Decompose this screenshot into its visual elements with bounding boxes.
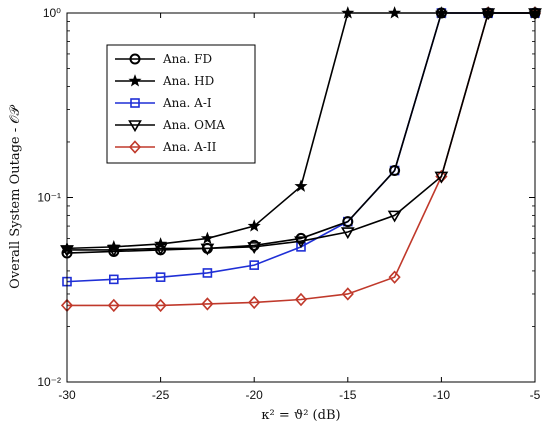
x-tick-label: -20 <box>246 388 264 402</box>
data-point <box>202 268 213 278</box>
x-tick-label: -15 <box>339 388 357 402</box>
data-point <box>294 179 308 192</box>
data-point <box>434 171 449 184</box>
y-tick-label: 10⁻¹ <box>37 191 61 205</box>
data-point <box>109 274 119 285</box>
data-point <box>294 292 308 307</box>
legend-marker <box>128 140 142 154</box>
data-point <box>248 239 260 251</box>
x-tick-label: -5 <box>530 388 541 402</box>
data-point <box>340 227 355 240</box>
data-point <box>247 242 262 254</box>
data-point <box>388 6 402 19</box>
x-tick-label: -25 <box>152 388 170 402</box>
data-point <box>200 231 214 244</box>
legend-label: Ana. A-II <box>162 140 217 154</box>
legend-label: Ana. OMA <box>162 118 225 132</box>
data-point <box>201 242 213 254</box>
data-point <box>248 295 261 310</box>
data-point <box>388 270 401 284</box>
x-tick-label: -10 <box>433 388 451 402</box>
data-point <box>107 240 121 253</box>
legend-entry: Ana. OMA <box>115 118 225 133</box>
legend-label: Ana. HD <box>162 74 214 88</box>
x-axis-title: κ² = ϑ² (dB) <box>261 408 340 423</box>
legend-label: Ana. FD <box>162 52 212 66</box>
y-tick-label: 10⁰ <box>43 6 61 20</box>
legend-entry: Ana. FD <box>115 52 212 66</box>
legend-marker <box>128 120 142 133</box>
legend-marker <box>130 98 140 108</box>
data-point <box>107 298 120 313</box>
legend-label: Ana. A-I <box>162 96 212 110</box>
y-axis-title: Overall System Outage - 𝒪𝒫 <box>8 105 23 289</box>
legend-marker <box>128 74 142 87</box>
data-point <box>154 298 167 313</box>
tick-layer: -30 -25 -20 -15 -10 -5 10⁰ 10⁻¹ 10⁻² <box>37 6 540 402</box>
legend-marker <box>129 53 141 65</box>
legend: Ana. FD Ana. HD Ana. A-I Ana. OMA Ana. A-II <box>106 44 256 164</box>
y-tick-label: 10⁻² <box>37 375 61 389</box>
data-point <box>154 237 168 250</box>
data-point <box>155 272 166 282</box>
data-point <box>341 287 354 301</box>
data-point <box>481 6 495 19</box>
data-point <box>249 260 259 270</box>
data-point <box>247 219 261 232</box>
data-point <box>387 210 402 223</box>
legend-entry: Ana. A-I <box>115 96 212 110</box>
data-point <box>342 216 354 228</box>
data-point <box>201 297 214 311</box>
legend-entry: Ana. A-II <box>115 140 217 154</box>
series-line <box>67 12 535 251</box>
legend-entry: Ana. HD <box>115 74 214 88</box>
x-tick-label: -30 <box>58 388 76 402</box>
data-point <box>389 165 401 177</box>
data-point <box>295 232 307 244</box>
